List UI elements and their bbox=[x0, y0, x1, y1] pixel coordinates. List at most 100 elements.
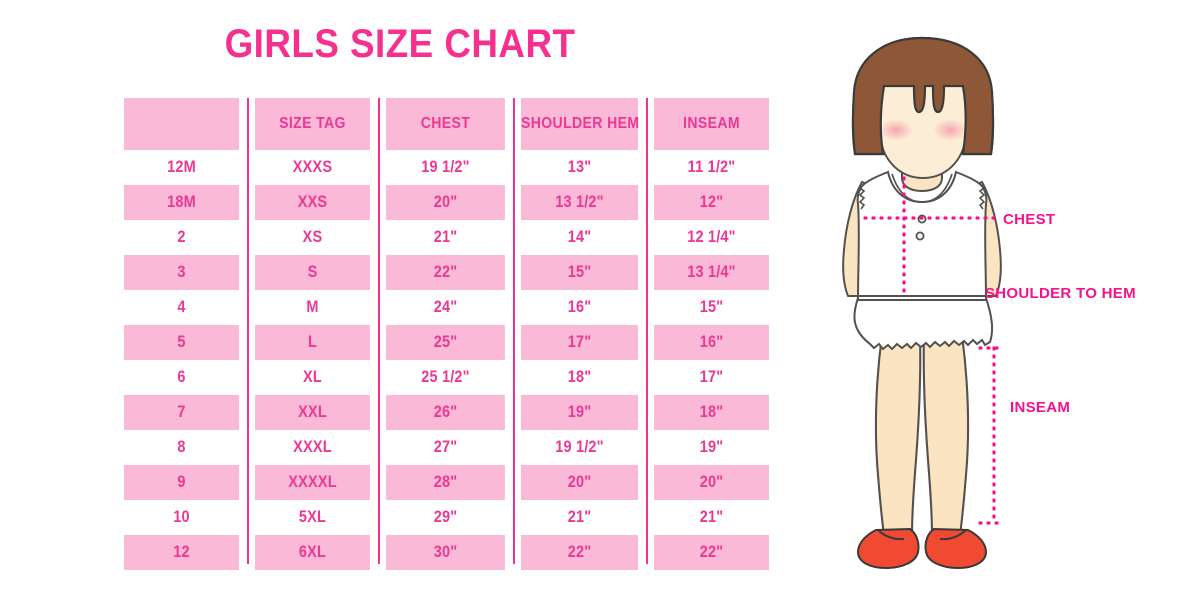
cell-size-tag: XXL bbox=[254, 395, 371, 430]
cell-chest: 24" bbox=[386, 290, 505, 325]
cell-chest: 22" bbox=[386, 255, 505, 290]
cell-inseam: 22" bbox=[653, 535, 770, 570]
table-header: SIZE TAG CHEST SHOULDER HEM INSEAM bbox=[116, 98, 777, 150]
cell-inseam: 15" bbox=[653, 290, 770, 325]
table-row: 4 M 24" 16" 15" bbox=[116, 290, 777, 325]
shoulder-to-hem-measure-label: SHOULDER TO HEM bbox=[985, 285, 1136, 302]
measurement-lines-group bbox=[863, 176, 1002, 525]
table-row: 5 L 25" 17" 16" bbox=[116, 325, 777, 360]
column-header-shoulder-hem: SHOULDER HEM bbox=[520, 98, 639, 150]
size-table-container: SIZE TAG CHEST SHOULDER HEM INSEAM 12M XX… bbox=[116, 98, 777, 570]
table-row: 18M XXS 20" 13 1/2" 12" bbox=[116, 185, 777, 220]
cell-inseam: 19" bbox=[653, 430, 770, 465]
cell-shoulder-hem: 17" bbox=[520, 325, 639, 360]
cell-inseam: 12 1/4" bbox=[653, 220, 770, 255]
cell-size: 4 bbox=[123, 290, 240, 325]
cell-shoulder-hem: 21" bbox=[520, 500, 639, 535]
table-header-row: SIZE TAG CHEST SHOULDER HEM INSEAM bbox=[116, 98, 777, 150]
cell-size-tag: XXS bbox=[254, 185, 371, 220]
column-header-size-tag: SIZE TAG bbox=[254, 98, 371, 150]
column-header-size bbox=[123, 98, 240, 150]
cell-size: 9 bbox=[123, 465, 240, 500]
cell-shoulder-hem: 13 1/2" bbox=[520, 185, 639, 220]
cell-chest: 26" bbox=[386, 395, 505, 430]
cell-size-tag: S bbox=[254, 255, 371, 290]
cell-shoulder-hem: 13" bbox=[520, 150, 639, 185]
column-header-chest: CHEST bbox=[386, 98, 505, 150]
size-chart-table: SIZE TAG CHEST SHOULDER HEM INSEAM 12M XX… bbox=[116, 98, 777, 570]
cell-size: 6 bbox=[123, 360, 240, 395]
ruffled-skirt bbox=[853, 297, 994, 351]
cell-chest: 25" bbox=[386, 325, 505, 360]
table-row: 10 5XL 29" 21" 21" bbox=[116, 500, 777, 535]
table-row: 3 S 22" 15" 13 1/4" bbox=[116, 255, 777, 290]
left-shoulder-ruffle bbox=[858, 183, 866, 210]
cell-size-tag: XXXL bbox=[254, 430, 371, 465]
cell-chest: 30" bbox=[386, 535, 505, 570]
cell-shoulder-hem: 16" bbox=[520, 290, 639, 325]
cell-shoulder-hem: 18" bbox=[520, 360, 639, 395]
cell-chest: 28" bbox=[386, 465, 505, 500]
cell-inseam: 17" bbox=[653, 360, 770, 395]
cell-inseam: 16" bbox=[653, 325, 770, 360]
right-shoulder-ruffle bbox=[978, 183, 986, 210]
cell-shoulder-hem: 15" bbox=[520, 255, 639, 290]
cell-size-tag: XXXXL bbox=[254, 465, 371, 500]
left-shoe-strap bbox=[877, 529, 905, 541]
hair-fringe bbox=[851, 36, 995, 156]
column-header-inseam: INSEAM bbox=[653, 98, 770, 150]
table-row: 8 XXXL 27" 19 1/2" 19" bbox=[116, 430, 777, 465]
cell-inseam: 21" bbox=[653, 500, 770, 535]
table-row: 12 6XL 30" 22" 22" bbox=[116, 535, 777, 570]
cell-shoulder-hem: 14" bbox=[520, 220, 639, 255]
right-shoe-strap bbox=[939, 529, 967, 541]
left-shoe bbox=[856, 527, 920, 570]
cell-size-tag: L bbox=[254, 325, 371, 360]
figure-body-group bbox=[842, 36, 1002, 570]
table-row: 2 XS 21" 14" 12 1/4" bbox=[116, 220, 777, 255]
cell-size-tag: XS bbox=[254, 220, 371, 255]
cell-chest: 20" bbox=[386, 185, 505, 220]
inseam-measure-label: INSEAM bbox=[1010, 399, 1071, 416]
left-cheek-blush bbox=[879, 119, 913, 141]
cell-size: 5 bbox=[123, 325, 240, 360]
cell-shoulder-hem: 19" bbox=[520, 395, 639, 430]
cell-chest: 29" bbox=[386, 500, 505, 535]
cell-size: 10 bbox=[123, 500, 240, 535]
cell-size: 2 bbox=[123, 220, 240, 255]
cell-inseam: 11 1/2" bbox=[653, 150, 770, 185]
table-row: 6 XL 25 1/2" 18" 17" bbox=[116, 360, 777, 395]
right-leg bbox=[922, 333, 970, 537]
table-row: 12M XXXS 19 1/2" 13" 11 1/2" bbox=[116, 150, 777, 185]
left-leg bbox=[874, 333, 922, 537]
chest-measure-label: CHEST bbox=[1003, 211, 1056, 228]
right-shoe bbox=[924, 527, 988, 570]
cell-size-tag: 5XL bbox=[254, 500, 371, 535]
table-body: 12M XXXS 19 1/2" 13" 11 1/2" 18M XXS 20" 13 1/2"… bbox=[116, 150, 777, 570]
cell-size: 12 bbox=[123, 535, 240, 570]
table-row: 7 XXL 26" 19" 18" bbox=[116, 395, 777, 430]
button-lower bbox=[915, 231, 925, 241]
right-cheek-blush bbox=[933, 119, 967, 141]
cell-inseam: 13 1/4" bbox=[653, 255, 770, 290]
cell-shoulder-hem: 22" bbox=[520, 535, 639, 570]
cell-size: 3 bbox=[123, 255, 240, 290]
skirt-group bbox=[853, 297, 994, 351]
page-title: GIRLS SIZE CHART bbox=[224, 22, 576, 66]
cell-size: 8 bbox=[123, 430, 240, 465]
cell-chest: 21" bbox=[386, 220, 505, 255]
cell-size: 7 bbox=[123, 395, 240, 430]
shoes-group bbox=[856, 527, 988, 570]
neckline bbox=[891, 173, 953, 203]
legs-group bbox=[874, 333, 970, 537]
cell-inseam: 18" bbox=[653, 395, 770, 430]
cell-size-tag: XL bbox=[254, 360, 371, 395]
cell-size-tag: XXXS bbox=[254, 150, 371, 185]
table-row: 9 XXXXL 28" 20" 20" bbox=[116, 465, 777, 500]
cell-shoulder-hem: 20" bbox=[520, 465, 639, 500]
girl-figure-illustration bbox=[820, 30, 1200, 590]
cell-inseam: 20" bbox=[653, 465, 770, 500]
cell-chest: 27" bbox=[386, 430, 505, 465]
cell-size: 12M bbox=[123, 150, 240, 185]
